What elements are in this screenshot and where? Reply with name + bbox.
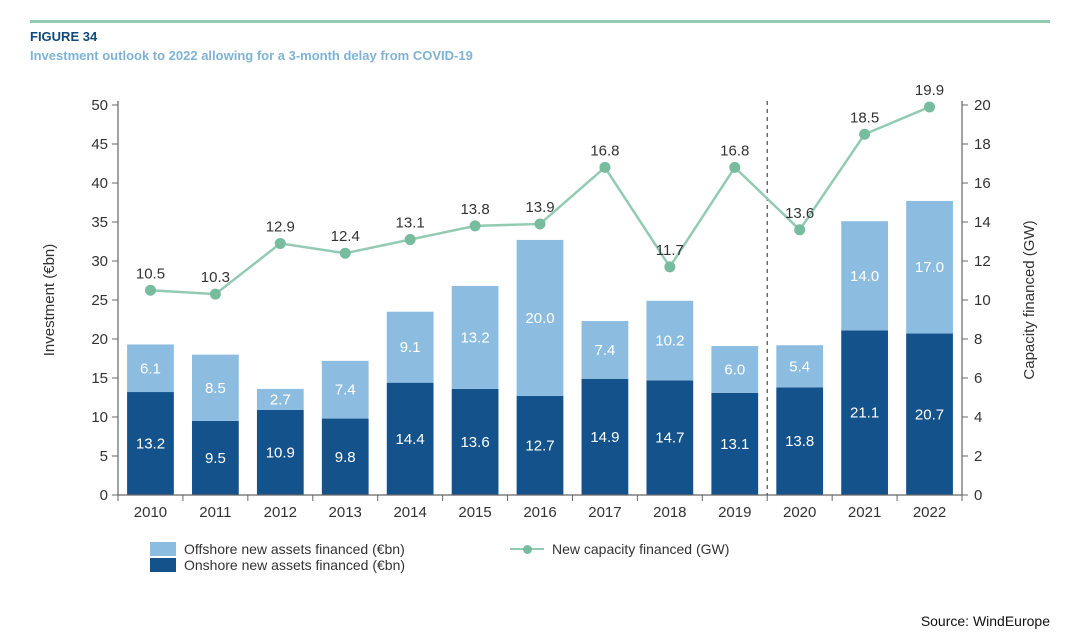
svg-text:13.6: 13.6 — [785, 205, 814, 222]
svg-text:16.8: 16.8 — [590, 142, 619, 159]
svg-text:9.1: 9.1 — [400, 339, 421, 356]
svg-text:5: 5 — [100, 448, 108, 465]
svg-text:30: 30 — [91, 253, 108, 270]
svg-text:25: 25 — [91, 292, 108, 309]
svg-text:13.8: 13.8 — [460, 201, 489, 218]
legend-offshore: Offshore new assets financed (€bn) — [150, 541, 470, 557]
svg-text:35: 35 — [91, 214, 108, 231]
svg-text:13.1: 13.1 — [396, 215, 425, 232]
svg-text:13.6: 13.6 — [460, 434, 489, 451]
svg-text:0: 0 — [100, 487, 108, 504]
svg-text:19.9: 19.9 — [915, 82, 944, 99]
svg-text:2: 2 — [974, 448, 982, 465]
svg-text:13.2: 13.2 — [136, 436, 165, 453]
svg-text:4: 4 — [974, 409, 982, 426]
bar-line-chart: 0510152025303540455002468101214161820201… — [30, 75, 1050, 535]
swatch-icon — [150, 542, 176, 556]
svg-text:40: 40 — [91, 175, 108, 192]
legend-text: Onshore new assets financed (€bn) — [184, 557, 405, 573]
svg-text:2020: 2020 — [783, 504, 816, 521]
svg-text:45: 45 — [91, 136, 108, 153]
svg-text:14.4: 14.4 — [396, 431, 425, 448]
svg-text:16: 16 — [974, 175, 991, 192]
svg-text:12.7: 12.7 — [525, 437, 554, 454]
svg-text:2013: 2013 — [329, 504, 362, 521]
svg-text:2018: 2018 — [653, 504, 686, 521]
svg-text:14: 14 — [974, 214, 991, 231]
svg-text:21.1: 21.1 — [850, 405, 879, 422]
svg-text:2011: 2011 — [199, 504, 231, 521]
legend-onshore: Onshore new assets financed (€bn) — [150, 557, 470, 573]
svg-text:16.8: 16.8 — [720, 142, 749, 159]
svg-text:11.7: 11.7 — [656, 242, 684, 259]
svg-text:50: 50 — [91, 97, 108, 114]
svg-text:2.7: 2.7 — [270, 391, 291, 408]
svg-text:2012: 2012 — [264, 504, 297, 521]
svg-text:18: 18 — [974, 136, 991, 153]
svg-text:6.0: 6.0 — [724, 361, 745, 378]
svg-text:2010: 2010 — [134, 504, 167, 521]
svg-text:9.5: 9.5 — [205, 450, 226, 467]
chart-container: 0510152025303540455002468101214161820201… — [30, 75, 1050, 535]
svg-text:10.2: 10.2 — [655, 333, 684, 350]
svg-text:13.2: 13.2 — [460, 329, 489, 346]
svg-text:12: 12 — [974, 253, 991, 270]
svg-text:2017: 2017 — [588, 504, 621, 521]
svg-text:10.3: 10.3 — [201, 269, 230, 286]
svg-text:14.7: 14.7 — [655, 430, 684, 447]
svg-text:10.5: 10.5 — [136, 265, 165, 282]
svg-text:20: 20 — [91, 331, 108, 348]
svg-text:18.5: 18.5 — [850, 109, 879, 126]
svg-text:20.7: 20.7 — [915, 406, 944, 423]
svg-text:2015: 2015 — [458, 504, 491, 521]
svg-text:10.9: 10.9 — [266, 444, 295, 461]
svg-text:14.9: 14.9 — [590, 429, 619, 446]
legend-text: Offshore new assets financed (€bn) — [184, 541, 405, 557]
svg-text:10: 10 — [91, 409, 108, 426]
svg-text:2019: 2019 — [718, 504, 751, 521]
marker-icon — [523, 545, 532, 554]
swatch-line-icon — [510, 542, 544, 556]
svg-text:7.4: 7.4 — [335, 382, 356, 399]
swatch-icon — [150, 558, 176, 572]
svg-text:13.8: 13.8 — [785, 433, 814, 450]
legend-text: New capacity financed (GW) — [552, 541, 729, 557]
svg-text:15: 15 — [91, 370, 108, 387]
top-rule — [30, 20, 1050, 23]
legend: Offshore new assets financed (€bn) New c… — [150, 541, 950, 573]
svg-text:5.4: 5.4 — [789, 358, 810, 375]
figure-label: FIGURE 34 — [30, 29, 1050, 44]
svg-text:17.0: 17.0 — [915, 259, 944, 276]
svg-text:2021: 2021 — [848, 504, 881, 521]
legend-capacity: New capacity financed (GW) — [510, 541, 830, 557]
svg-text:13.1: 13.1 — [720, 436, 749, 453]
svg-text:8: 8 — [974, 331, 982, 348]
figure-subtitle: Investment outlook to 2022 allowing for … — [30, 48, 1050, 63]
source-label: Source: WindEurope — [921, 613, 1050, 629]
svg-text:10: 10 — [974, 292, 991, 309]
svg-text:2014: 2014 — [393, 504, 426, 521]
svg-text:6.1: 6.1 — [140, 360, 161, 377]
svg-text:2022: 2022 — [913, 504, 946, 521]
svg-text:12.9: 12.9 — [266, 218, 295, 235]
svg-text:20: 20 — [974, 97, 991, 114]
svg-text:14.0: 14.0 — [850, 268, 879, 285]
svg-text:Investment (€bn): Investment (€bn) — [41, 244, 58, 357]
svg-text:20.0: 20.0 — [525, 310, 554, 327]
svg-text:Capacity financed (GW): Capacity financed (GW) — [1021, 220, 1038, 379]
svg-text:13.9: 13.9 — [525, 199, 554, 216]
svg-text:9.8: 9.8 — [335, 449, 356, 466]
svg-text:0: 0 — [974, 487, 982, 504]
svg-text:2016: 2016 — [523, 504, 556, 521]
svg-text:8.5: 8.5 — [205, 380, 226, 397]
svg-text:6: 6 — [974, 370, 982, 387]
svg-text:7.4: 7.4 — [594, 342, 615, 359]
svg-text:12.4: 12.4 — [331, 228, 360, 245]
